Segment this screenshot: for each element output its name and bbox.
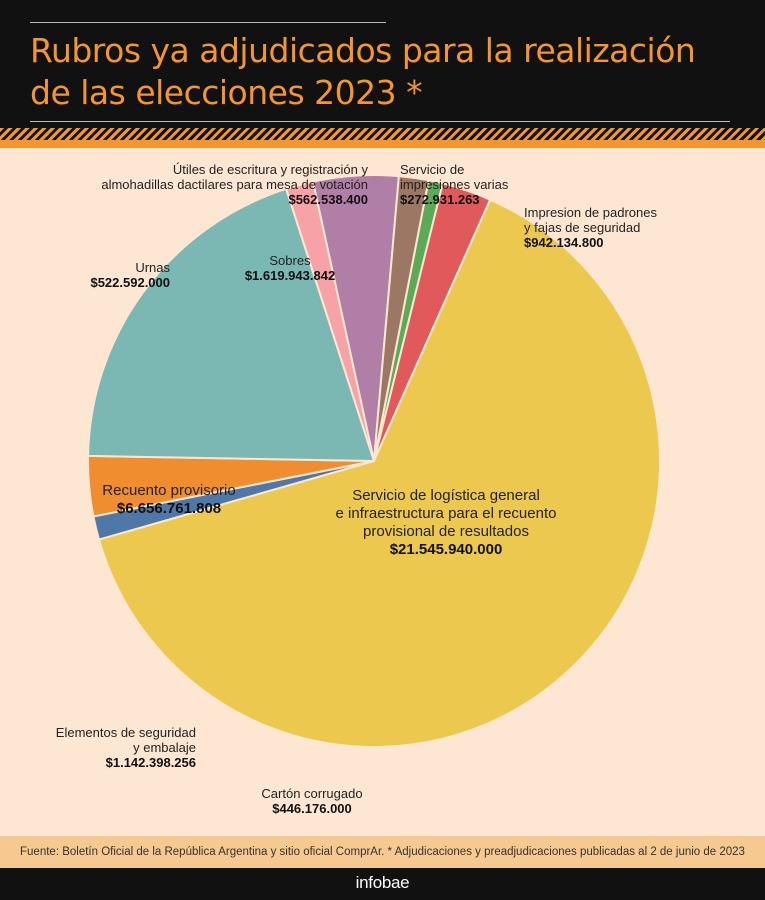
source-note: Fuente: Boletín Oficial de la República … xyxy=(20,846,745,858)
slice-label-recuento-provisorio: Recuento provisorio$6.656.761.808 xyxy=(102,482,235,517)
accent-band xyxy=(0,140,765,148)
slice-name-line: Sobres xyxy=(269,253,311,268)
slice-value-label: $522.592.000 xyxy=(90,275,170,290)
pie-slice-recuento-provisorio xyxy=(87,187,375,462)
slice-name-line: Servicio de xyxy=(400,162,464,177)
slice-name-line: provisional de resultados xyxy=(363,523,529,540)
slice-name-line: impresiones varias xyxy=(400,177,509,192)
chart-title: Rubros ya adjudicados para la realizació… xyxy=(30,31,696,112)
slice-name-line: Cartón corrugado xyxy=(261,786,362,801)
slice-label-sobres: Sobres$1.619.943.842 xyxy=(245,253,335,283)
slice-name-line: Elementos de seguridad xyxy=(56,725,196,740)
hatch-stripe xyxy=(0,128,765,140)
pie-slices xyxy=(87,174,661,748)
slice-value-label: $942.134.800 xyxy=(524,235,604,250)
slice-name-line: Recuento provisorio xyxy=(102,482,235,499)
slice-name-line: y fajas de seguridad xyxy=(524,220,640,235)
slice-name-line: e infraestructura para el recuento xyxy=(336,505,557,522)
pie-slice-utiles-de-escritura-y-registracion-y-almohadillas-dactilares-para-mesa-de-votacion xyxy=(373,175,430,462)
brand-logo: infobae xyxy=(355,873,410,892)
header-rule-top xyxy=(30,22,386,23)
header-rule-bottom xyxy=(30,121,730,122)
slice-value-label: $1.619.943.842 xyxy=(245,268,335,283)
slice-label-utiles-de-escritura-y-registracion-y-almohadillas-dactilares-para-mesa-de-votacion: Útiles de escritura y registración yalmo… xyxy=(101,162,368,207)
slice-value-label: $272.931.263 xyxy=(400,192,480,207)
slice-value-label: $6.656.761.808 xyxy=(117,500,221,517)
slice-value-label: $1.142.398.256 xyxy=(106,755,196,770)
slice-value-label: $21.545.940.000 xyxy=(390,541,503,558)
slice-name-line: Impresion de padrones xyxy=(524,205,657,220)
slice-value-label: $562.538.400 xyxy=(288,192,368,207)
slice-name-line: Útiles de escritura y registración y xyxy=(173,162,369,177)
slice-label-urnas: Urnas$522.592.000 xyxy=(90,260,170,290)
slice-name-line: y embalaje xyxy=(133,740,196,755)
slice-label-carton-corrugado: Cartón corrugado$446.176.000 xyxy=(261,786,362,816)
slice-name-line: Servicio de logística general xyxy=(352,487,540,504)
pie-slice-servicio-de-logistica-general-e-infraestructura-para-el-recuento-provisional-de-resultados xyxy=(97,198,661,748)
header: Rubros ya adjudicados para la realizació… xyxy=(0,0,765,140)
footer-brand-band xyxy=(0,868,765,900)
slice-name-line: Urnas xyxy=(135,260,170,275)
slice-value-label: $446.176.000 xyxy=(272,801,352,816)
slice-name-line: almohadillas dactilares para mesa de vot… xyxy=(101,177,368,192)
footer-source-band xyxy=(0,836,765,868)
